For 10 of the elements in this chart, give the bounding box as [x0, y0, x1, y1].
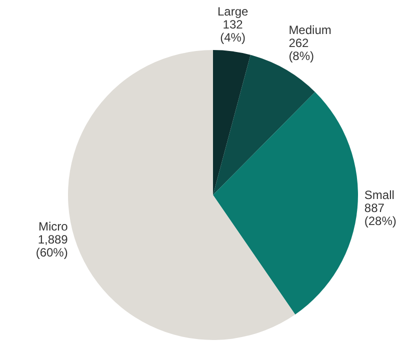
- slice-label: Medium: [288, 23, 332, 38]
- pie-slice: [213, 92, 358, 314]
- pie-slice: [213, 50, 251, 195]
- data-label: 262 (8%): [288, 36, 314, 64]
- data-label: 887 (28%): [364, 201, 396, 228]
- slice-label: Micro: [38, 220, 68, 234]
- slice-label: Large: [217, 4, 248, 18]
- data-label: 1,889 (60%): [36, 232, 68, 260]
- slice-label: Small: [364, 188, 394, 202]
- data-label: 132 (4%): [220, 17, 246, 44]
